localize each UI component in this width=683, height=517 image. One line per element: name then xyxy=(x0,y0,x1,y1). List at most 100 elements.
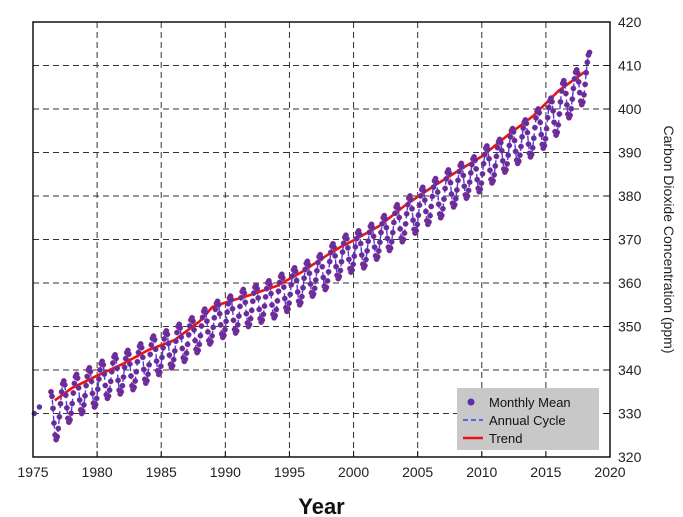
monthly-mean-point xyxy=(564,102,570,108)
monthly-mean-point xyxy=(255,294,262,301)
monthly-mean-point xyxy=(550,108,556,114)
monthly-mean-point xyxy=(369,224,376,231)
monthly-mean-point xyxy=(345,256,352,263)
monthly-mean-point xyxy=(351,253,358,260)
monthly-mean-point xyxy=(389,229,396,236)
monthly-mean-point xyxy=(165,340,172,347)
monthly-mean-point xyxy=(195,347,202,354)
monthly-mean-point xyxy=(544,114,551,121)
monthly-mean-point xyxy=(105,393,112,399)
monthly-mean-point xyxy=(203,318,210,324)
monthly-mean-point xyxy=(57,400,64,407)
monthly-mean-point xyxy=(242,299,249,306)
monthly-mean-point xyxy=(285,306,291,312)
monthly-mean-point xyxy=(148,341,155,348)
monthly-mean-point xyxy=(233,327,240,334)
monthly-mean-point xyxy=(374,253,381,260)
monthly-mean-point xyxy=(217,321,224,328)
y-tick-label: 420 xyxy=(618,14,642,30)
monthly-mean-point xyxy=(422,208,429,215)
y-tick-label: 340 xyxy=(618,362,642,378)
monthly-mean-point xyxy=(220,332,227,339)
monthly-mean-point xyxy=(263,285,270,292)
y-tick-labels: 320 330 340 350 360 370 380 390 400 410 420 xyxy=(618,14,642,465)
x-tick-label: 2005 xyxy=(402,464,433,480)
monthly-mean-point xyxy=(113,355,120,362)
monthly-mean-point xyxy=(486,155,492,162)
monthly-mean-point xyxy=(315,259,321,266)
monthly-mean-point xyxy=(230,317,237,324)
monthly-mean-point xyxy=(114,365,121,372)
monthly-mean-point xyxy=(243,310,250,317)
monthly-mean-point xyxy=(311,285,318,292)
monthly-mean-point xyxy=(324,277,331,284)
monthly-mean-point xyxy=(289,273,296,279)
monthly-mean-point xyxy=(268,290,274,297)
monthly-mean-point xyxy=(571,76,578,82)
monthly-mean-point xyxy=(452,195,459,202)
y-axis-label: Carbon Dioxide Concentration (ppm) xyxy=(661,126,677,354)
monthly-mean-point xyxy=(520,125,527,132)
monthly-mean-point xyxy=(58,388,65,395)
x-tick-label: 1990 xyxy=(210,464,241,480)
monthly-mean-point xyxy=(89,390,96,397)
monthly-mean-point xyxy=(384,235,391,242)
monthly-mean-point xyxy=(152,346,159,353)
monthly-mean-point xyxy=(451,201,458,208)
monthly-mean-point xyxy=(490,177,496,184)
monthly-mean-point xyxy=(555,122,562,128)
monthly-mean-point xyxy=(545,104,552,111)
monthly-mean-point xyxy=(300,284,306,291)
monthly-mean-point xyxy=(557,99,564,105)
monthly-mean-point xyxy=(414,221,421,228)
monthly-mean-point xyxy=(556,111,563,117)
monthly-mean-point xyxy=(280,284,287,290)
monthly-mean-point xyxy=(506,142,513,149)
monthly-mean-point xyxy=(234,321,241,328)
monthly-mean-point xyxy=(274,297,281,304)
y-tick-label: 360 xyxy=(618,275,642,291)
monthly-mean-point xyxy=(581,91,587,98)
monthly-mean-point xyxy=(480,160,487,167)
monthly-mean-point xyxy=(542,135,549,142)
x-tick-label: 1985 xyxy=(146,464,177,480)
legend: Monthly Mean Annual Cycle Trend xyxy=(457,388,599,450)
monthly-mean-point xyxy=(179,345,186,352)
monthly-mean-point xyxy=(186,323,193,329)
monthly-mean-point xyxy=(62,392,69,399)
monthly-mean-point xyxy=(302,266,309,273)
monthly-mean-point xyxy=(529,144,536,151)
monthly-mean-point xyxy=(569,96,576,103)
monthly-mean-point xyxy=(340,240,347,247)
monthly-mean-point xyxy=(387,245,394,252)
monthly-mean-point xyxy=(178,334,185,340)
legend-background xyxy=(457,388,599,450)
monthly-mean-point xyxy=(135,349,142,356)
monthly-mean-point xyxy=(353,235,360,242)
monthly-mean-point xyxy=(294,289,301,295)
monthly-mean-point xyxy=(145,371,151,378)
monthly-mean-point xyxy=(570,85,577,92)
monthly-mean-point xyxy=(567,112,573,119)
monthly-mean-point xyxy=(313,267,320,274)
monthly-mean-point xyxy=(140,366,147,373)
monthly-mean-point xyxy=(153,358,160,364)
monthly-mean-point xyxy=(397,225,404,232)
x-tick-label: 1975 xyxy=(17,464,48,480)
monthly-mean-point xyxy=(96,376,102,382)
monthly-mean-point xyxy=(71,380,78,387)
monthly-mean-point xyxy=(453,187,460,193)
monthly-mean-point xyxy=(272,312,279,319)
monthly-mean-point xyxy=(292,268,299,275)
monthly-mean-point xyxy=(51,420,57,426)
monthly-mean-point xyxy=(147,351,154,358)
monthly-mean-point xyxy=(125,351,132,358)
monthly-mean-point xyxy=(229,305,236,312)
monthly-mean-point xyxy=(430,184,437,191)
monthly-mean-point xyxy=(131,384,138,391)
legend-label-annual-cycle: Annual Cycle xyxy=(489,413,566,428)
monthly-mean-point xyxy=(375,247,382,254)
monthly-mean-point xyxy=(409,205,415,212)
monthly-mean-point xyxy=(209,332,216,339)
monthly-mean-point xyxy=(562,81,568,88)
